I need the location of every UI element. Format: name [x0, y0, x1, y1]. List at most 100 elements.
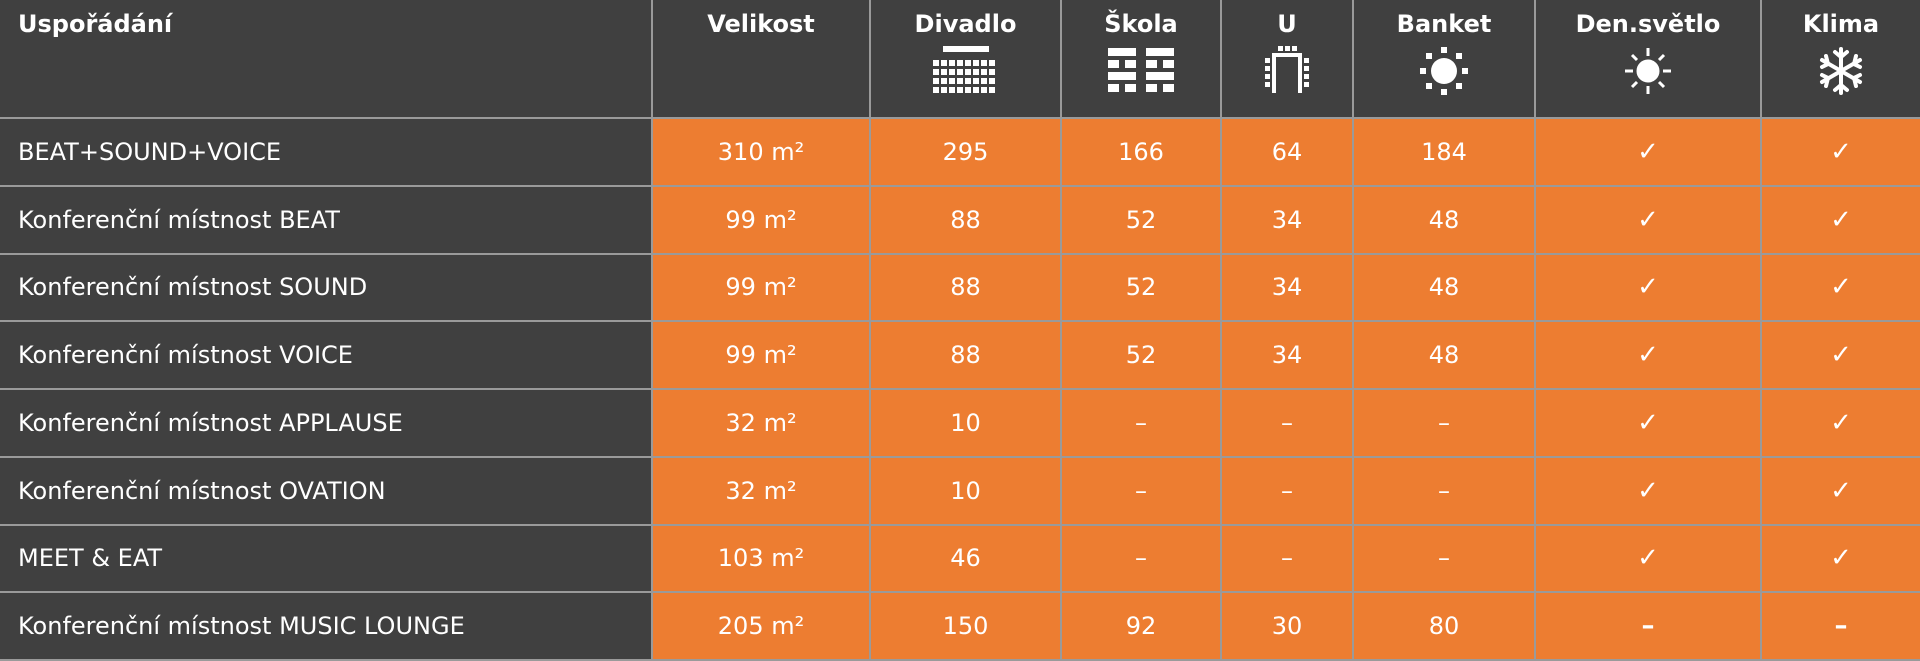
cell-value: 88: [950, 205, 981, 234]
feature-mark: –: [1641, 611, 1655, 642]
cell-value: 48: [1428, 273, 1460, 302]
header-cell: Den.světlo: [1536, 0, 1762, 119]
feature-mark: ✓: [1830, 475, 1852, 506]
value-cell: 205 m²: [653, 593, 871, 661]
value-cell: 99 m²: [653, 254, 871, 323]
value-cell: ✓: [1762, 322, 1920, 390]
room-name-cell: Konferenční místnost OVATION: [0, 457, 653, 526]
room-name: BEAT+SOUND+VOICE: [18, 137, 282, 166]
value-cell: 46: [871, 525, 1062, 594]
cell-value: –: [1135, 544, 1147, 573]
theatre-icon: [932, 46, 995, 93]
cell-value: 80: [1428, 612, 1460, 641]
value-cell: –: [1062, 457, 1222, 526]
cell-value: 64: [1271, 137, 1303, 166]
cell-value: 48: [1428, 205, 1460, 234]
value-cell: 10: [871, 457, 1062, 526]
cell-value: 48: [1428, 341, 1460, 370]
cell-value: 295: [942, 137, 989, 166]
feature-mark: ✓: [1830, 136, 1852, 167]
school-icon: [1108, 48, 1174, 92]
cell-value: –: [1438, 408, 1450, 437]
value-cell: –: [1354, 390, 1536, 458]
value-cell: –: [1222, 457, 1354, 526]
header-cell: Velikost: [653, 0, 871, 119]
cell-value: 30: [1271, 612, 1303, 641]
value-cell: 99 m²: [653, 186, 871, 255]
value-cell: –: [1536, 593, 1762, 661]
value-cell: 34: [1222, 322, 1354, 390]
value-cell: 34: [1222, 254, 1354, 323]
value-cell: 52: [1062, 186, 1222, 255]
value-cell: –: [1062, 390, 1222, 458]
cell-value: –: [1135, 408, 1147, 437]
value-cell: ✓: [1762, 119, 1920, 187]
cell-value: –: [1281, 408, 1293, 437]
value-cell: ✓: [1762, 525, 1920, 594]
value-cell: ✓: [1536, 186, 1762, 255]
feature-mark: –: [1834, 611, 1848, 642]
header-label: Den.světlo: [1575, 10, 1721, 38]
header-label: Divadlo: [914, 10, 1017, 38]
room-name: Konferenční místnost MUSIC LOUNGE: [18, 612, 465, 641]
header-label: Banket: [1396, 10, 1492, 38]
header-label: Uspořádání: [18, 10, 173, 38]
header-cell: Divadlo: [871, 0, 1062, 119]
cell-value: –: [1281, 476, 1293, 505]
feature-mark: ✓: [1830, 272, 1852, 303]
header-cell: Škola: [1062, 0, 1222, 119]
cell-value: 52: [1125, 341, 1157, 370]
room-name: MEET & EAT: [18, 544, 163, 573]
value-cell: 88: [871, 254, 1062, 323]
cell-value: 205 m²: [717, 612, 805, 641]
cell-value: 34: [1271, 273, 1303, 302]
cell-value: 166: [1118, 137, 1164, 166]
feature-mark: ✓: [1830, 204, 1852, 235]
value-cell: 150: [871, 593, 1062, 661]
cell-value: 99 m²: [725, 341, 797, 370]
daylight-icon: [1625, 48, 1671, 94]
u-shape-icon: [1265, 46, 1309, 93]
value-cell: –: [1762, 593, 1920, 661]
value-cell: 48: [1354, 254, 1536, 323]
value-cell: 99 m²: [653, 322, 871, 390]
cell-value: –: [1438, 544, 1450, 573]
value-cell: 52: [1062, 322, 1222, 390]
value-cell: ✓: [1536, 525, 1762, 594]
value-cell: ✓: [1536, 390, 1762, 458]
cell-value: 150: [942, 612, 989, 641]
room-name: Konferenční místnost BEAT: [18, 205, 340, 234]
value-cell: 32 m²: [653, 457, 871, 526]
value-cell: –: [1062, 525, 1222, 594]
value-cell: 34: [1222, 186, 1354, 255]
feature-mark: ✓: [1830, 340, 1852, 371]
cell-value: 99 m²: [725, 273, 797, 302]
value-cell: ✓: [1762, 186, 1920, 255]
value-cell: 52: [1062, 254, 1222, 323]
value-cell: 166: [1062, 119, 1222, 187]
value-cell: ✓: [1762, 254, 1920, 323]
cell-value: 99 m²: [725, 205, 797, 234]
room-name-cell: Konferenční místnost VOICE: [0, 322, 653, 390]
value-cell: 184: [1354, 119, 1536, 187]
value-cell: 92: [1062, 593, 1222, 661]
value-cell: 32 m²: [653, 390, 871, 458]
cell-value: 103 m²: [717, 544, 805, 573]
value-cell: ✓: [1762, 457, 1920, 526]
value-cell: –: [1354, 457, 1536, 526]
room-name-cell: BEAT+SOUND+VOICE: [0, 119, 653, 187]
value-cell: 88: [871, 186, 1062, 255]
cell-value: 88: [950, 273, 981, 302]
value-cell: 10: [871, 390, 1062, 458]
room-name-cell: Konferenční místnost MUSIC LOUNGE: [0, 593, 653, 661]
feature-mark: ✓: [1637, 340, 1659, 371]
feature-mark: ✓: [1830, 543, 1852, 574]
cell-value: 34: [1271, 205, 1303, 234]
header-cell: Banket: [1354, 0, 1536, 119]
feature-mark: ✓: [1637, 204, 1659, 235]
value-cell: –: [1354, 525, 1536, 594]
feature-mark: ✓: [1637, 136, 1659, 167]
value-cell: 88: [871, 322, 1062, 390]
room-name: Konferenční místnost SOUND: [18, 273, 368, 302]
